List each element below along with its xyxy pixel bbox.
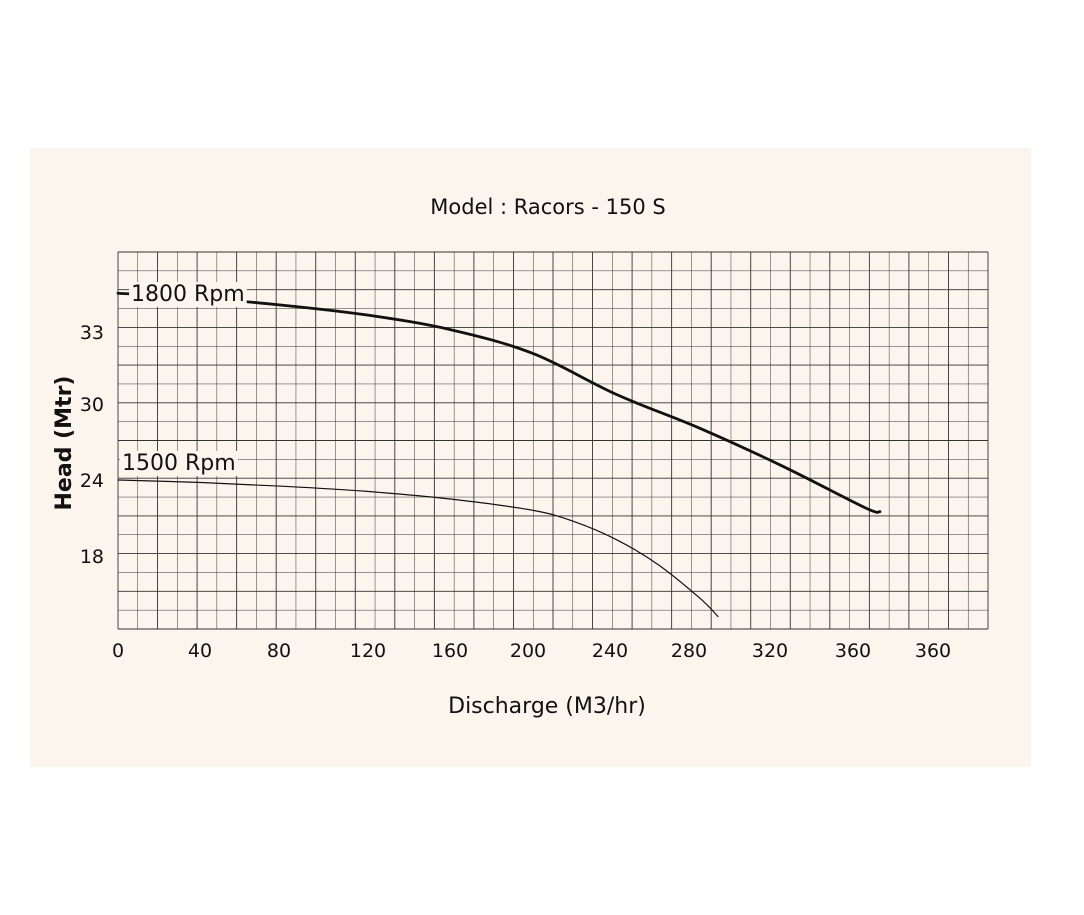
series-label-bg <box>120 451 238 476</box>
y-ticks: 33 30 24 18 <box>80 322 104 568</box>
chart-panel: Model : Racors - 150 S 1800 Rpm 1500 Rpm … <box>30 148 1031 767</box>
x-tick-label: 200 <box>510 640 546 662</box>
series-line <box>117 479 719 618</box>
series-label-bg <box>129 282 247 307</box>
x-axis-label: Discharge (M3/hr) <box>448 694 646 719</box>
x-tick-label: 40 <box>188 640 212 662</box>
x-tick-label: 360 <box>915 640 951 662</box>
series-layer: 1800 Rpm 1500 Rpm <box>116 282 882 618</box>
y-tick-label: 33 <box>80 322 104 344</box>
x-tick-label: 80 <box>267 640 291 662</box>
x-tick-label: 360 <box>835 640 871 662</box>
x-tick-label: 120 <box>350 640 386 662</box>
x-tick-label: 240 <box>592 640 628 662</box>
x-tick-label: 280 <box>671 640 707 662</box>
series-line <box>116 291 882 514</box>
x-ticks: 0 40 80 120 160 200 240 280 320 360 360 <box>112 640 951 662</box>
x-tick-label: 320 <box>752 640 788 662</box>
x-tick-label: 160 <box>432 640 468 662</box>
x-tick-label: 0 <box>112 640 124 662</box>
grid <box>117 251 989 630</box>
chart-title: Model : Racors - 150 S <box>430 195 665 219</box>
y-tick-label: 30 <box>80 394 104 416</box>
y-axis-label: Head (Mtr) <box>52 376 77 511</box>
y-tick-label: 18 <box>80 546 104 568</box>
y-tick-label: 24 <box>80 470 104 492</box>
series-label: 1500 Rpm <box>122 451 236 476</box>
series-label: 1800 Rpm <box>131 282 245 307</box>
